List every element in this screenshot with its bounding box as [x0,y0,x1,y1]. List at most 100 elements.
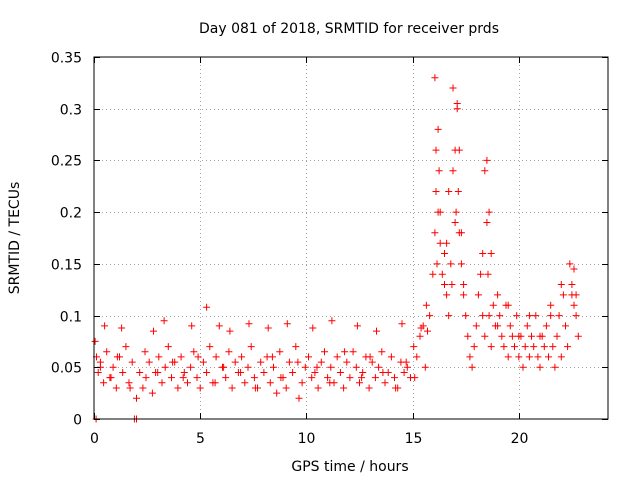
data-point [196,384,204,392]
data-point [451,219,459,226]
data-point [445,188,453,195]
data-point [366,353,374,361]
data-point [148,389,156,397]
data-point [317,358,325,366]
data-point [100,379,108,387]
data-point [266,379,274,387]
data-point [190,348,198,356]
data-point [270,363,277,371]
data-point [294,358,302,366]
data-point [534,353,542,361]
data-point [460,281,468,288]
data-point [177,353,185,361]
x-tick-label: 15 [405,431,423,447]
data-point [410,343,418,351]
data-point [298,379,306,387]
data-point [139,384,147,392]
data-point [212,353,220,361]
data-point [308,374,316,382]
data-point [441,250,448,257]
data-point [464,332,472,340]
data-point [174,384,182,392]
data-point [109,363,117,371]
data-point [264,324,272,332]
data-point [276,348,284,356]
data-point [118,324,126,332]
data-point [504,353,512,361]
data-point [247,343,255,351]
data-point [154,369,162,376]
data-point [487,250,495,257]
data-point [128,358,136,366]
data-point [485,208,493,216]
data-point [222,374,230,382]
data-point [555,312,563,320]
data-point [161,363,169,371]
data-point [273,389,281,397]
data-point [358,374,366,382]
data-point [483,219,491,226]
data-point [349,348,357,356]
data-point [206,343,214,351]
data-point [572,291,580,299]
data-point [574,332,582,340]
data-point [496,312,504,320]
data-point [487,343,495,351]
data-point [557,281,565,288]
data-point [126,384,134,392]
data-point [398,320,406,328]
data-point [321,348,328,356]
data-point [160,317,168,325]
data-point [311,369,319,376]
data-point [536,332,544,340]
y-tick-label: 0.35 [51,51,82,67]
data-point [244,363,252,371]
data-point [184,379,191,387]
data-point [125,379,133,387]
data-point [528,332,535,340]
data-point [145,358,153,366]
data-point [429,270,437,278]
data-point [521,343,529,351]
data-point [352,363,360,371]
data-point [432,146,440,154]
data-point [431,74,439,82]
y-tick-label: 0.2 [60,206,82,222]
data-point [220,363,228,371]
data-point [314,384,322,392]
y-tick-label: 0 [73,413,82,429]
data-point [559,291,567,299]
data-point [474,291,482,299]
data-point [481,167,489,175]
data-point [356,379,363,387]
data-point [211,379,219,387]
data-point [568,281,576,288]
data-point [479,312,487,320]
data-point [513,312,521,320]
y-axis-label: SRMTID / TECUs [7,182,23,295]
data-point [452,208,460,216]
data-point [417,324,425,332]
data-point [515,353,523,361]
data-point [231,358,239,366]
x-tick-label: 10 [298,431,316,447]
data-point [433,260,441,268]
data-point [549,343,557,351]
data-point [484,270,492,278]
data-points [91,74,582,423]
plot-frame [93,56,609,420]
data-point [453,100,461,107]
data-point [119,369,127,376]
data-point [449,167,457,175]
data-point [402,358,410,366]
data-point [413,353,421,361]
data-point [251,384,259,392]
data-point [359,369,367,376]
data-point [268,353,276,361]
data-point [392,384,400,392]
data-point [194,353,202,361]
data-point [500,343,508,351]
data-point [365,384,373,392]
data-point [91,337,99,345]
